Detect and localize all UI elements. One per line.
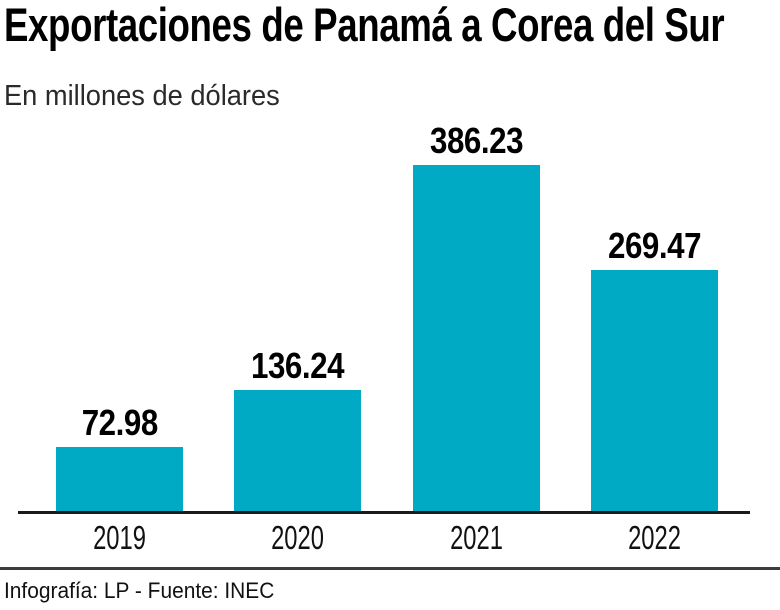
bar xyxy=(412,165,540,513)
bar xyxy=(590,270,718,513)
x-tick-label: 2020 xyxy=(271,519,325,556)
bar-value-label: 269.47 xyxy=(607,225,702,267)
bar-value-label: 386.23 xyxy=(429,120,524,161)
x-axis-line xyxy=(18,511,750,514)
bar-group: 72.98 xyxy=(56,405,183,513)
bar-value-label: 136.24 xyxy=(251,345,345,387)
x-tick-label: 2022 xyxy=(628,519,681,556)
x-axis-labels: 2019 2020 2021 2022 xyxy=(56,521,718,554)
chart-title: Exportaciones de Panamá a Corea del Sur xyxy=(4,0,725,51)
footer-credit: Infografía: LP - Fuente: INEC xyxy=(4,578,275,603)
chart-subtitle: En millones de dólares xyxy=(4,80,280,112)
bars-row: 72.98 136.24 386.23 269.47 xyxy=(56,123,718,513)
x-tick-label: 2019 xyxy=(93,519,146,556)
bar-group: 136.24 xyxy=(234,345,362,513)
footer-divider xyxy=(0,567,780,570)
bar xyxy=(234,390,362,513)
bar-group: 269.47 xyxy=(590,225,718,513)
bar-value-label: 72.98 xyxy=(81,402,158,444)
bar xyxy=(56,447,183,513)
x-tick-label: 2021 xyxy=(449,519,503,556)
bar-group: 386.23 xyxy=(412,120,540,513)
